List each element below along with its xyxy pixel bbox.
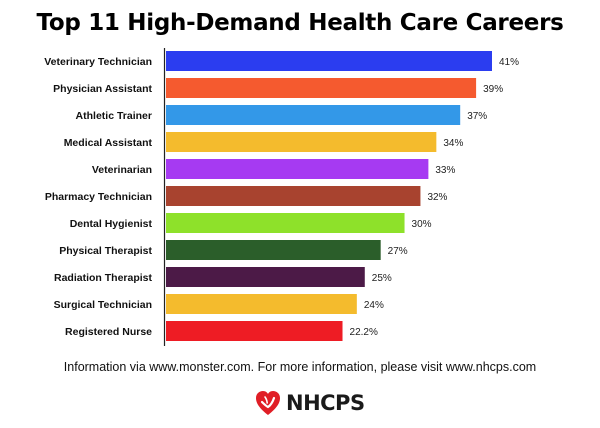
value-label: 39%: [483, 84, 503, 95]
category-label: Medical Assistant: [64, 137, 153, 149]
value-label: 37%: [467, 111, 487, 122]
category-label: Veterinarian: [92, 164, 152, 176]
category-label: Radiation Therapist: [54, 272, 153, 284]
bar: [166, 294, 357, 314]
value-label: 24%: [364, 300, 384, 311]
nhcps-logo[interactable]: NHCPS: [255, 388, 365, 418]
category-label: Physical Therapist: [59, 245, 152, 257]
category-label: Surgical Technician: [54, 299, 152, 311]
bar: [166, 321, 343, 341]
value-label: 22.2%: [350, 327, 378, 338]
bar: [166, 267, 365, 287]
bar: [166, 132, 437, 152]
value-label: 34%: [443, 138, 463, 149]
value-label: 33%: [435, 165, 455, 176]
value-label: 25%: [372, 273, 392, 284]
value-label: 32%: [427, 192, 447, 203]
footnote: Information via www.monster.com. For mor…: [63, 360, 537, 374]
value-label: 27%: [388, 246, 408, 257]
heart-icon: [256, 391, 280, 415]
category-label: Athletic Trainer: [76, 110, 152, 122]
category-label: Pharmacy Technician: [45, 191, 152, 203]
category-label: Dental Hygienist: [70, 218, 153, 230]
bar: [166, 105, 461, 125]
bar: [166, 186, 421, 206]
logo-text: NHCPS: [286, 391, 365, 415]
chart-title: Top 11 High-Demand Health Care Careers: [36, 10, 564, 36]
category-label: Registered Nurse: [65, 326, 152, 338]
category-label: Veterinary Technician: [44, 56, 152, 68]
bar: [166, 213, 405, 233]
bar: [166, 159, 429, 179]
value-label: 41%: [499, 57, 519, 68]
bar: [166, 240, 381, 260]
value-label: 30%: [412, 219, 432, 230]
bar: [166, 51, 492, 71]
category-label: Physician Assistant: [53, 83, 152, 95]
bar: [166, 78, 477, 98]
